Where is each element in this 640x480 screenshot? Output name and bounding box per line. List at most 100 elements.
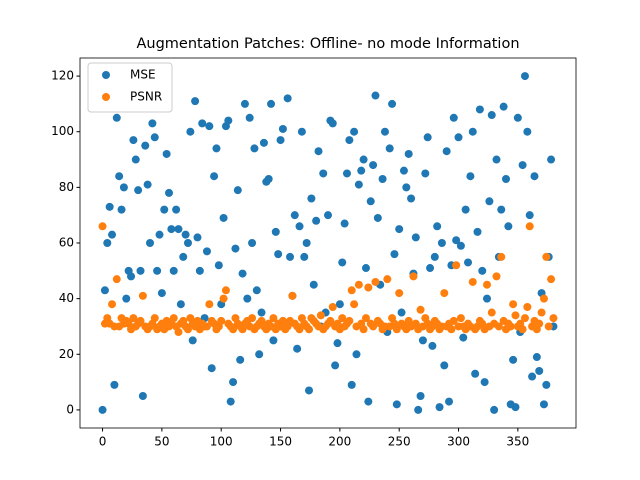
point bbox=[433, 222, 442, 231]
point bbox=[338, 314, 347, 323]
point bbox=[404, 149, 413, 158]
point bbox=[475, 105, 484, 114]
y-tick-label: 120 bbox=[51, 69, 74, 83]
point bbox=[461, 205, 470, 214]
point bbox=[110, 380, 119, 389]
point bbox=[309, 280, 318, 289]
point bbox=[418, 336, 427, 345]
point bbox=[305, 325, 314, 334]
point bbox=[155, 230, 164, 239]
point bbox=[245, 113, 254, 122]
point bbox=[537, 308, 546, 317]
point bbox=[345, 316, 354, 325]
point bbox=[468, 127, 477, 136]
point bbox=[480, 378, 489, 387]
point bbox=[150, 314, 159, 323]
point bbox=[354, 180, 363, 189]
point bbox=[352, 350, 361, 359]
point bbox=[274, 250, 283, 259]
point bbox=[478, 266, 487, 275]
point bbox=[167, 225, 176, 234]
point bbox=[361, 314, 370, 323]
point bbox=[252, 286, 261, 295]
x-tick-label: 0 bbox=[99, 435, 107, 449]
point bbox=[525, 222, 534, 231]
point bbox=[409, 272, 418, 281]
point bbox=[316, 311, 325, 320]
point bbox=[390, 250, 399, 259]
point bbox=[459, 333, 468, 342]
point bbox=[98, 222, 107, 231]
point bbox=[506, 322, 515, 331]
point bbox=[146, 239, 155, 247]
point bbox=[542, 252, 551, 261]
point bbox=[229, 378, 238, 387]
point bbox=[399, 166, 408, 175]
point bbox=[219, 213, 228, 222]
point bbox=[193, 233, 202, 242]
y-tick-label: 60 bbox=[59, 236, 74, 250]
point bbox=[286, 252, 295, 261]
point bbox=[547, 155, 556, 164]
point bbox=[397, 308, 406, 317]
point bbox=[112, 275, 121, 284]
point bbox=[314, 147, 323, 156]
point bbox=[373, 213, 382, 222]
point bbox=[523, 302, 532, 311]
point bbox=[264, 175, 273, 184]
point bbox=[437, 239, 446, 247]
point bbox=[169, 314, 178, 323]
point bbox=[214, 261, 223, 270]
point bbox=[539, 400, 548, 409]
point bbox=[300, 252, 309, 261]
point bbox=[525, 211, 534, 220]
point bbox=[150, 133, 159, 142]
point bbox=[416, 392, 425, 401]
point bbox=[108, 230, 117, 239]
point bbox=[162, 149, 171, 158]
point bbox=[328, 119, 337, 128]
point bbox=[198, 119, 207, 128]
point bbox=[117, 205, 126, 214]
point bbox=[528, 372, 537, 381]
point bbox=[499, 102, 508, 111]
point bbox=[164, 188, 173, 197]
point bbox=[452, 236, 461, 245]
point bbox=[278, 124, 287, 133]
point bbox=[542, 380, 551, 389]
point bbox=[347, 286, 356, 295]
point bbox=[179, 252, 188, 261]
point bbox=[535, 366, 544, 375]
point bbox=[183, 239, 192, 247]
point bbox=[518, 161, 527, 170]
point bbox=[364, 397, 373, 406]
x-tick-label: 250 bbox=[388, 435, 411, 449]
point bbox=[364, 283, 373, 292]
point bbox=[143, 180, 152, 189]
point bbox=[392, 400, 401, 409]
point bbox=[366, 197, 375, 206]
point bbox=[447, 325, 456, 334]
y-tick-label: 20 bbox=[59, 347, 74, 361]
point bbox=[511, 311, 520, 320]
point bbox=[392, 325, 401, 334]
point bbox=[297, 127, 306, 136]
point bbox=[305, 386, 314, 395]
point bbox=[504, 222, 513, 231]
point bbox=[492, 272, 501, 281]
point bbox=[127, 272, 136, 281]
point bbox=[195, 266, 204, 275]
point bbox=[229, 325, 238, 334]
point bbox=[385, 144, 394, 153]
point bbox=[326, 316, 335, 325]
point bbox=[388, 99, 397, 108]
point bbox=[319, 169, 328, 178]
point bbox=[454, 133, 463, 142]
point bbox=[466, 172, 475, 181]
point bbox=[172, 205, 181, 214]
point bbox=[501, 175, 510, 184]
y-tick-label: 80 bbox=[59, 180, 74, 194]
point bbox=[131, 155, 140, 164]
point bbox=[411, 233, 420, 242]
point bbox=[421, 169, 430, 178]
